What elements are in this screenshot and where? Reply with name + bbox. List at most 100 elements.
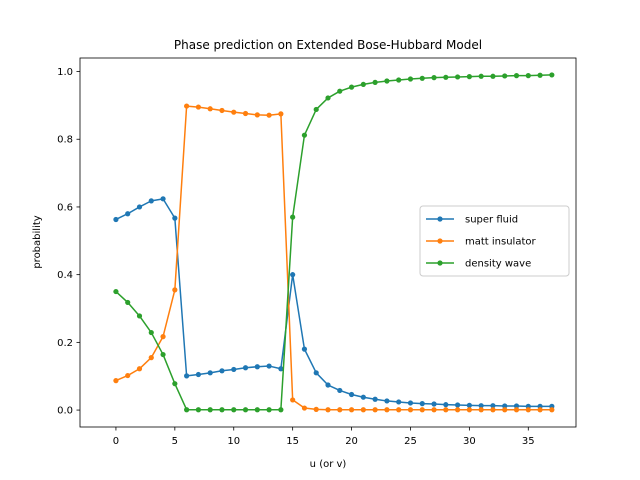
legend: super fluid matt insulator density wave [419,205,570,277]
legend-entry: density wave [426,259,531,270]
data-point [337,407,343,413]
y-tick-label: 0.8 [57,135,73,146]
data-point [431,407,437,413]
data-point [242,365,249,371]
legend-marker [437,238,443,244]
data-point [407,407,414,413]
legend-label: matt insulator [465,237,536,248]
data-point [348,407,355,413]
data-point [384,78,390,84]
y-tick-label: 0.4 [57,270,73,281]
data-point [313,406,319,412]
data-point [419,75,425,81]
data-point [207,407,213,413]
data-point [537,72,543,78]
data-point [125,211,131,217]
x-tick-label: 25 [404,436,417,447]
data-point [502,403,508,409]
data-point [431,75,437,81]
x-tick-label: 20 [345,436,358,447]
data-point [490,403,496,409]
x-tick-label: 30 [463,436,476,447]
data-point [172,287,178,293]
data-point [337,88,343,94]
data-point [254,112,260,118]
data-point [325,407,331,413]
data-point [207,370,213,376]
data-point [454,74,461,80]
data-point [384,407,390,413]
data-point [160,196,166,202]
data-point [525,407,531,413]
data-point [372,79,378,85]
data-point [172,215,178,221]
data-point [266,112,272,118]
data-point [195,407,202,413]
y-tick-label: 1.0 [57,67,73,78]
data-point [254,407,260,413]
legend-entry: matt insulator [426,237,536,248]
data-point [419,401,425,407]
y-axis: 0.0 0.2 0.4 0.6 0.8 1.0 [57,67,80,417]
x-tick-label: 35 [522,436,535,447]
data-point [360,407,366,413]
data-point [431,401,437,407]
data-point [242,110,249,117]
data-point [301,346,308,352]
data-point [419,407,425,413]
data-point [160,334,166,340]
data-point [231,109,237,115]
data-point [313,106,319,113]
data-point [348,84,355,90]
data-point [513,407,520,413]
data-point [502,407,508,413]
data-point [207,106,213,112]
data-point [184,103,190,109]
data-point [266,363,272,369]
data-point [148,329,154,336]
x-tick-label: 15 [286,436,299,447]
data-point [219,368,225,374]
series-density-wave [113,72,555,413]
series-layer [113,72,555,413]
data-point [290,214,296,220]
data-point [242,407,249,413]
data-point [466,402,472,408]
data-point [478,407,484,413]
data-point [513,403,520,409]
data-point [549,72,555,78]
data-point [443,407,449,413]
data-point [502,73,508,79]
y-tick-label: 0.6 [57,202,73,213]
data-point [313,370,319,376]
data-point [195,371,202,378]
data-point [113,288,119,295]
data-point [125,372,131,379]
legend-marker [437,260,443,266]
data-point [443,402,449,408]
data-point [443,74,449,80]
data-point [290,397,296,403]
data-point [172,381,178,387]
y-tick-label: 0.2 [57,338,73,349]
chart-title: Phase prediction on Extended Bose-Hubbar… [174,38,482,52]
series-matt-insulator [113,103,555,413]
data-point [348,391,355,398]
data-point [454,407,461,413]
x-tick-label: 10 [227,436,240,447]
data-point [160,351,166,358]
data-point [372,396,378,402]
data-point [396,399,402,405]
legend-entry: super fluid [426,215,518,226]
data-point [278,111,284,117]
x-tick-label: 0 [113,436,119,447]
data-point [396,77,402,83]
data-point [148,355,154,361]
data-point [325,382,331,388]
legend-box [419,205,570,277]
data-point [384,398,390,404]
data-point [219,407,225,413]
data-point [266,407,272,413]
data-point [360,394,366,400]
data-point [525,73,531,79]
